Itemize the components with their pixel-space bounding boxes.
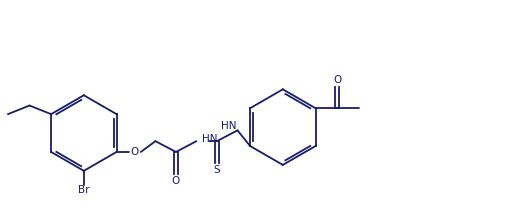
Text: HN: HN xyxy=(202,134,218,144)
Text: O: O xyxy=(172,176,180,185)
Text: O: O xyxy=(333,75,341,85)
Text: S: S xyxy=(214,165,220,175)
Text: O: O xyxy=(131,147,139,157)
Text: HN: HN xyxy=(221,121,237,131)
Text: Br: Br xyxy=(78,185,89,195)
